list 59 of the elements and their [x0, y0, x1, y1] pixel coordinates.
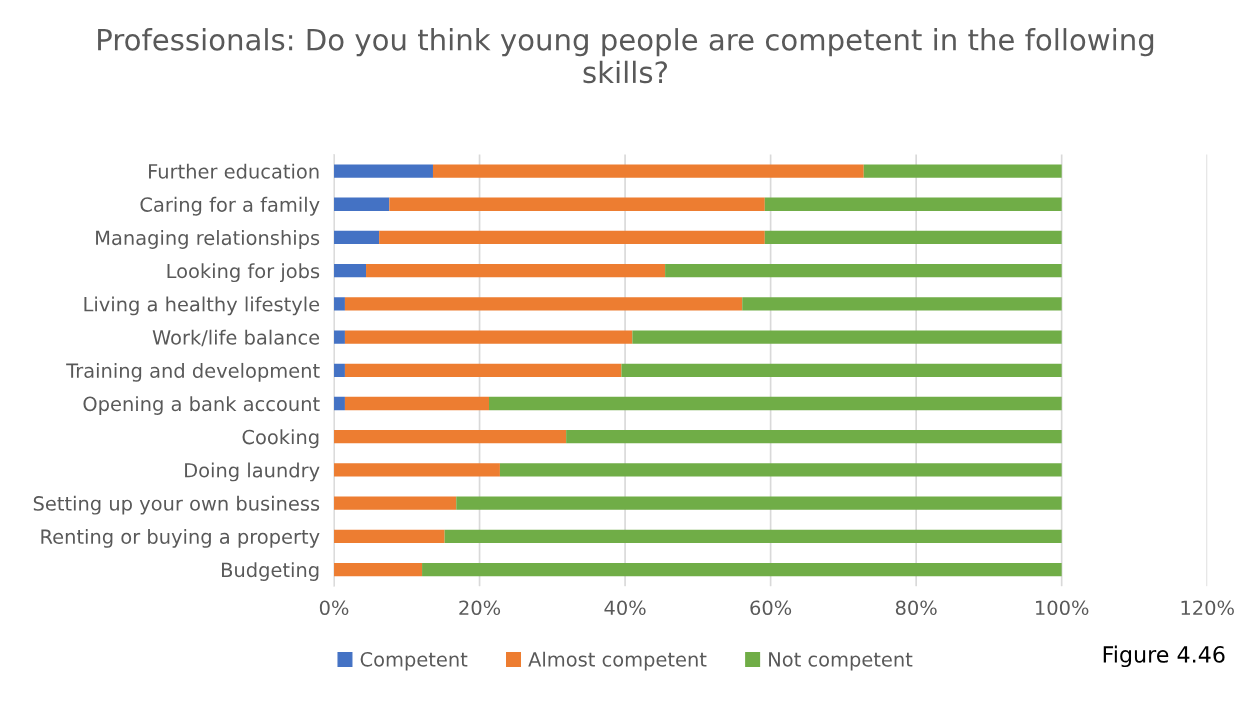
bar	[334, 496, 457, 510]
y-tick-label: Looking for jobs	[167, 263, 320, 283]
bar	[344, 396, 490, 411]
x-tick-label: 80%	[895, 600, 937, 616]
y-tick-label: Work/life balance	[152, 329, 320, 347]
y-tick-label: Budgeting	[222, 562, 319, 581]
bar	[334, 297, 345, 311]
bar	[334, 363, 345, 377]
x-tick-label: 40%	[604, 600, 646, 616]
bar	[344, 297, 743, 311]
y-tick-label: Doing laundry	[185, 462, 320, 482]
y-tick-label: Living a healthy lifestyle	[84, 296, 320, 316]
bar	[566, 430, 1062, 444]
bar	[334, 463, 500, 477]
bar	[334, 396, 345, 411]
y-tick-label: Opening a bank account	[83, 396, 320, 415]
bar	[456, 496, 1062, 510]
chart-title: Professionals: Do you think young people are competent in the following skills?	[98, 28, 1154, 84]
x-tick-label: 0%	[319, 600, 349, 616]
bar	[863, 164, 1062, 178]
bar	[334, 430, 567, 444]
y-tick-label: Renting or buying a property	[41, 528, 320, 548]
bar	[764, 197, 1062, 211]
bar	[334, 230, 380, 245]
y-tick-label: Setting up your own business	[33, 495, 320, 515]
y-tick-label: Cooking	[242, 429, 319, 449]
y-tick-label: Caring for a family	[140, 196, 320, 216]
y-tick-label: Managing relationships	[96, 230, 320, 249]
x-tick-label: 120%	[1181, 600, 1234, 616]
bar	[334, 529, 445, 543]
bar	[366, 264, 666, 278]
bar	[742, 297, 1062, 311]
caption: Figure 4.46	[1103, 645, 1225, 668]
bar	[444, 529, 1062, 543]
bar	[665, 264, 1062, 278]
x-tick-label: 20%	[459, 600, 501, 616]
bar	[344, 330, 633, 344]
bar	[499, 463, 1062, 477]
legend-label: Not competent	[769, 652, 913, 671]
bar	[764, 230, 1062, 245]
x-tick-label: 60%	[750, 600, 792, 616]
bar	[344, 363, 622, 377]
bar	[422, 562, 1062, 577]
y-tick-label: Training and development	[66, 362, 320, 382]
bar	[334, 264, 367, 278]
legend-label: Almost competent	[528, 651, 707, 671]
bar	[632, 330, 1062, 344]
x-tick-label: 100%	[1036, 600, 1089, 616]
bar	[489, 396, 1062, 411]
bar	[432, 164, 864, 178]
bar	[334, 562, 423, 577]
bar	[334, 330, 345, 344]
bar	[389, 197, 765, 211]
y-tick-label: Further education	[149, 163, 319, 179]
bar	[621, 363, 1062, 377]
bar	[334, 164, 433, 178]
bar	[379, 230, 765, 245]
legend-label: Competent	[360, 651, 468, 671]
bar	[334, 197, 390, 211]
